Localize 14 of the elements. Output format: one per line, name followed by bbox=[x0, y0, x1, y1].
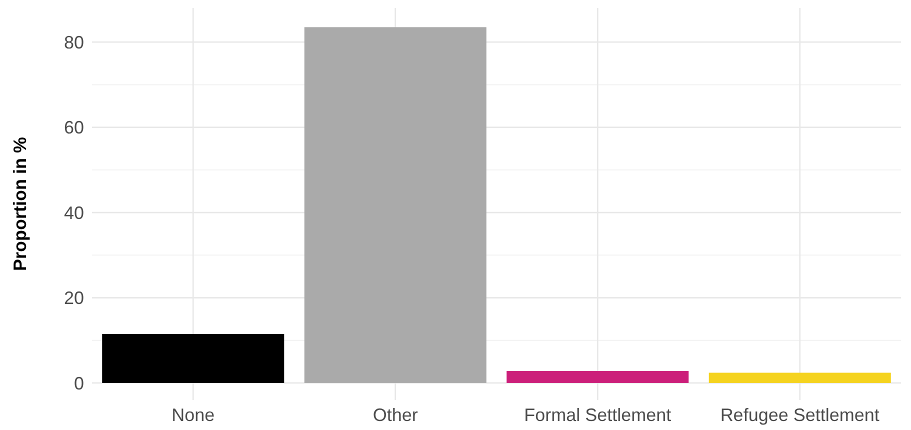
x-tick-label: Refugee Settlement bbox=[720, 405, 880, 425]
bar bbox=[506, 371, 689, 383]
x-tick-label: Other bbox=[372, 405, 418, 425]
y-axis-title: Proportion in % bbox=[10, 137, 30, 271]
y-tick-label: 60 bbox=[64, 118, 84, 138]
y-tick-label: 40 bbox=[64, 202, 84, 223]
bar bbox=[102, 334, 284, 383]
y-tick-label: 20 bbox=[64, 288, 84, 308]
y-tick-label: 80 bbox=[64, 32, 84, 52]
y-tick-label: 0 bbox=[74, 373, 84, 394]
bar bbox=[304, 27, 486, 383]
bar bbox=[708, 372, 891, 383]
x-tick-label: Formal Settlement bbox=[524, 405, 672, 425]
x-tick-label: None bbox=[172, 405, 215, 425]
